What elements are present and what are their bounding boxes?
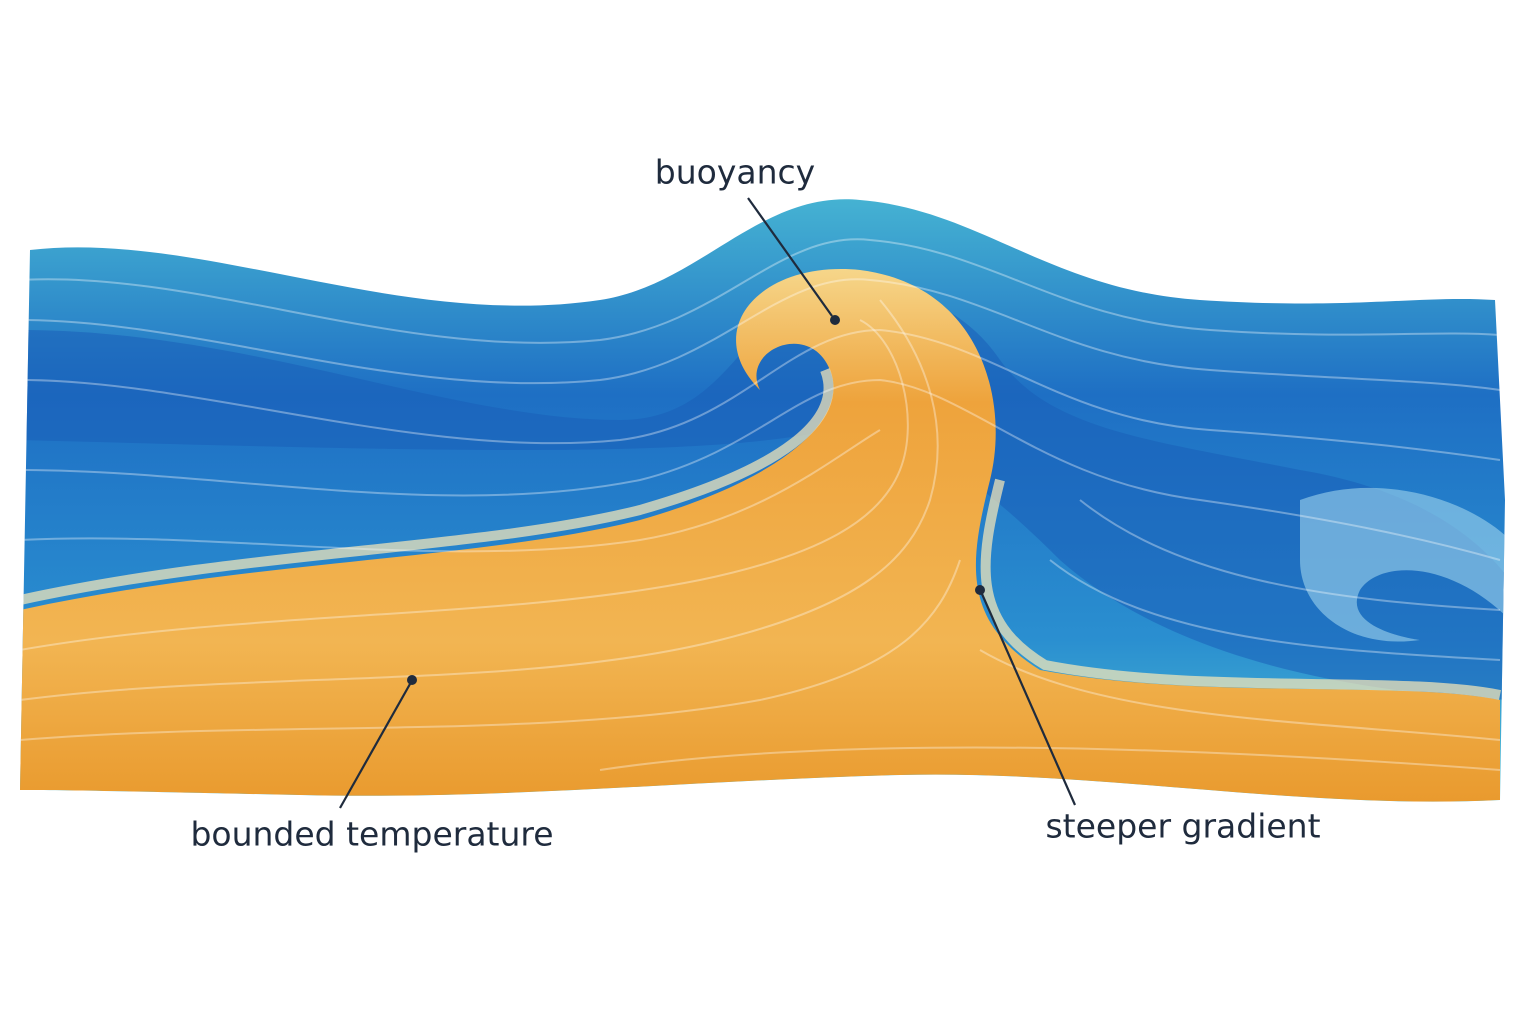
annotations: buoyancy bounded temperature steeper gra… (190, 153, 1320, 854)
leader-dot (975, 585, 985, 595)
leader-dot (407, 675, 417, 685)
leader-line (980, 593, 1077, 806)
leader-line (339, 683, 411, 809)
label-bounded-temperature: bounded temperature (190, 815, 553, 854)
contour-lines (20, 238, 1501, 771)
label-buoyancy: buoyancy (655, 153, 815, 192)
leader-line (747, 197, 833, 317)
flow-field (20, 199, 1505, 802)
leader-dot (830, 315, 840, 325)
label-steeper-gradient: steeper gradient (1045, 807, 1320, 846)
